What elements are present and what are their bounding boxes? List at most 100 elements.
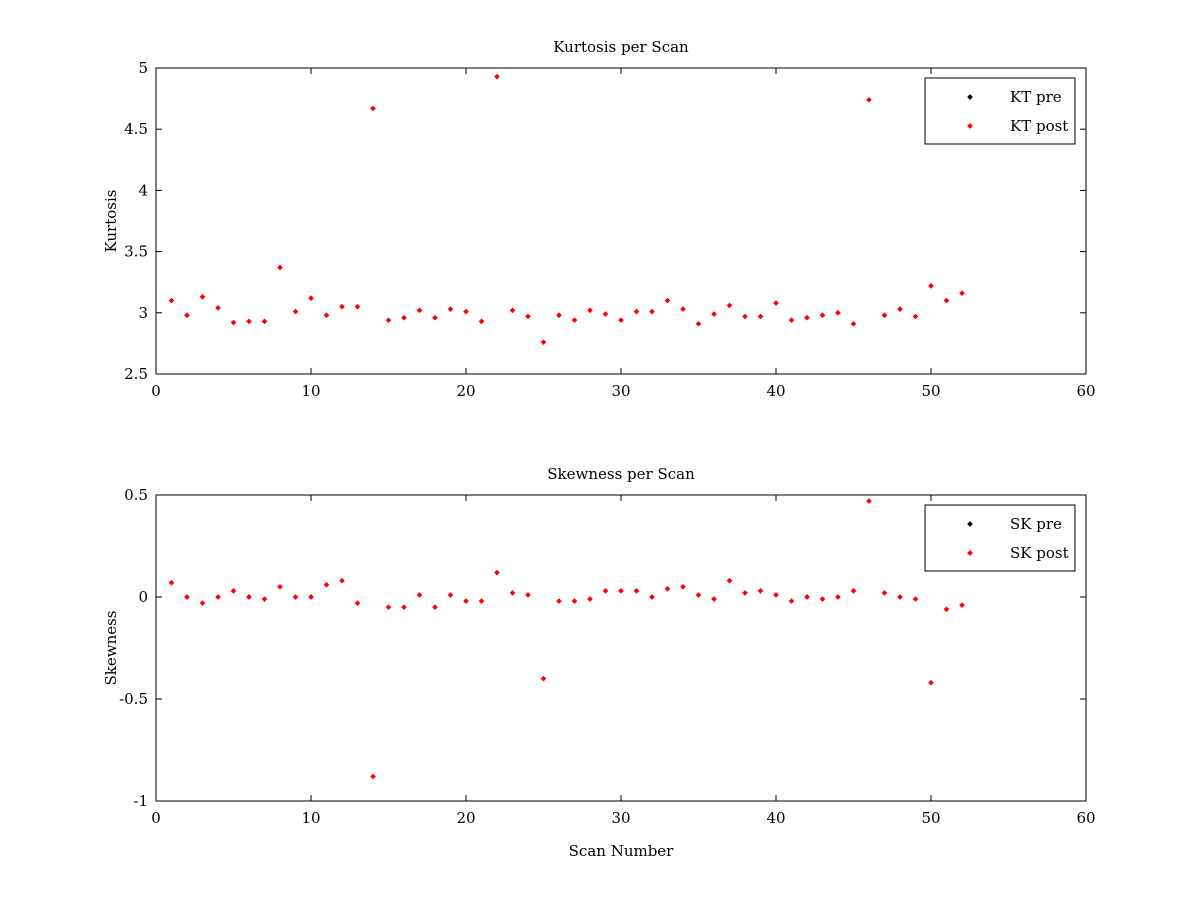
chart-0-point [323,312,330,319]
chart-1-point [168,579,175,586]
chart-0-ytick-label: 3.5 [124,243,148,261]
chart-1-point [881,590,888,596]
chart-1-point [711,596,717,602]
chart-0-point [432,314,438,321]
chart-0-legend [924,77,1076,145]
chart-0-point [494,73,500,80]
chart-1-point [416,592,423,598]
chart-0-xtick-label: 10 [301,382,320,400]
chart-0-point [308,295,314,301]
chart-1-point [478,598,485,604]
chart-1-xtick-label: 20 [456,809,475,827]
chart-1-point [649,594,655,600]
chart-0-point [881,312,888,319]
chart-0-ytick-label: 4.5 [124,120,148,138]
chart-1-point [835,594,841,600]
chart-0-point [695,320,702,327]
chart-1-point [695,592,702,598]
chart-1-point [230,588,237,594]
chart-1-point [773,592,779,598]
chart-0-xtick-label: 60 [1076,382,1095,400]
chart-1-point [261,596,268,602]
chart-0-point [401,314,407,321]
chart-0-point [339,303,345,310]
chart-0-ytick-label: 3 [138,304,148,322]
chart-0-point [370,105,376,112]
chart-1-ytick-label: 0 [138,588,148,606]
chart-0-xtick-label: 50 [921,382,940,400]
chart-0-point [943,297,950,304]
chart-1-ytick-label: -1 [133,792,148,810]
chart-1-ytick-label: -0.5 [119,690,148,708]
chart-0-title: Kurtosis per Scan [553,38,689,56]
chart-1-point [339,577,345,584]
chart-1-point [447,592,454,598]
chart-1-point [757,588,764,594]
chart-1-point [912,596,919,602]
chart-0-legend-label: KT post [1010,117,1068,135]
chart-1-xtick-label: 40 [766,809,785,827]
chart-0-point [478,318,485,325]
chart-1-legend-label: SK post [1010,544,1069,562]
chart-0-point [540,339,547,346]
chart-0-point [711,311,717,317]
chart-1-xlabel: Scan Number [569,842,675,860]
chart-0-point [618,317,624,323]
chart-0-xtick-label: 40 [766,382,785,400]
chart-1-point [742,590,748,596]
chart-0-ytick-label: 4 [138,181,148,199]
chart-1-point [401,604,407,611]
chart-0-point [261,318,268,325]
chart-1-point [587,596,593,602]
chart-0-point [788,317,795,323]
chart-1-point [463,598,469,604]
chart-1-point [804,594,810,600]
chart-1-xtick-label: 60 [1076,809,1095,827]
chart-1-point [556,598,562,604]
chart-1-xtick-label: 50 [921,809,940,827]
chart-1-point [819,596,826,602]
chart-1-point [664,586,671,592]
chart-1-point [292,594,299,600]
chart-1-point [199,600,206,606]
chart-0-point [292,308,299,315]
chart-0-point [230,319,237,326]
chart-1-point [618,588,624,594]
chart-1-point [680,583,686,590]
chart-1-point [866,498,872,504]
chart-0-point [680,306,686,312]
chart-0-point [602,311,609,317]
chart-0-point [850,320,857,327]
chart-0-point [959,290,965,297]
chart-0-xtick-label: 0 [151,382,161,400]
chart-1-xtick-label: 30 [611,809,630,827]
chart-1-point [432,604,438,611]
chart-1-point [928,679,934,686]
chart-1-ytick-label: 0.5 [124,486,148,504]
chart-0-point [199,294,206,300]
chart-1-point [726,577,733,584]
chart-0-point [726,302,733,309]
chart-0-xtick-label: 20 [456,382,475,400]
chart-1-title: Skewness per Scan [547,465,695,483]
chart-0-point [184,312,190,319]
chart-0-point [912,313,919,320]
chart-0-point [742,313,748,320]
chart-0-point [664,297,671,304]
chart-0-point [928,283,934,289]
chart-1-point [850,588,857,594]
chart-1-point [633,588,640,594]
chart-0-point [835,309,841,316]
chart-1-point [354,600,361,606]
chart-1-legend-marker [967,550,973,556]
chart-1-point [215,594,221,600]
chart-1-point [571,598,578,604]
chart-1-point [943,606,950,613]
chart-0-point [897,306,903,312]
chart-0-point [587,307,593,314]
chart-0-point [354,303,361,310]
chart-0-point [447,306,454,312]
chart-1-point [788,598,795,604]
chart-1-legend [924,504,1076,572]
